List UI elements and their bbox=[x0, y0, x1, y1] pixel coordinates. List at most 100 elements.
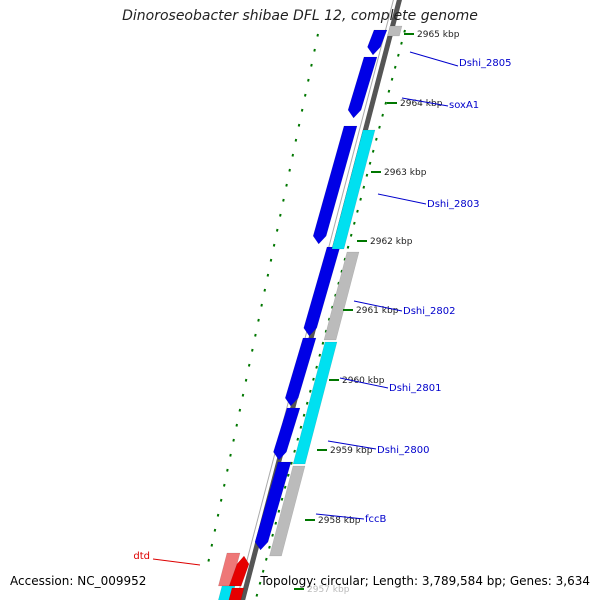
tick-mark bbox=[271, 533, 274, 537]
tick-mark bbox=[387, 89, 391, 93]
tick-mark bbox=[296, 437, 300, 441]
tick-mark bbox=[359, 197, 362, 201]
tick-mark bbox=[324, 329, 328, 333]
tick-mark bbox=[378, 125, 381, 129]
cds-feature bbox=[347, 56, 378, 119]
tick-mark bbox=[274, 521, 278, 525]
gene-label: Dshi_2803 bbox=[427, 199, 479, 210]
ruler-label: 2963 kbp bbox=[384, 168, 427, 178]
tick-mark bbox=[321, 341, 325, 345]
tick-mark bbox=[244, 378, 248, 382]
tick-mark bbox=[381, 113, 384, 117]
gene-leader-line bbox=[353, 300, 403, 312]
cds-feature bbox=[273, 407, 301, 461]
tick-mark bbox=[257, 318, 260, 322]
features bbox=[218, 25, 403, 600]
gene-label: fccB bbox=[365, 514, 387, 525]
tick-mark bbox=[263, 288, 267, 292]
tick-mark bbox=[371, 149, 375, 153]
tick-mark bbox=[226, 468, 229, 472]
tick-mark bbox=[393, 65, 397, 69]
ruler-label: 2958 kbp bbox=[318, 516, 361, 526]
map-title: Dinoroseobacter shibae DFL 12, complete … bbox=[122, 8, 478, 24]
tick-mark bbox=[265, 557, 268, 561]
tick-mark bbox=[313, 48, 316, 52]
tick-mark bbox=[251, 348, 254, 352]
tick-mark bbox=[287, 473, 290, 477]
tick-mark bbox=[232, 438, 235, 442]
tick-mark bbox=[272, 243, 276, 247]
gene-label: Dshi_2805 bbox=[459, 58, 511, 69]
tick-mark bbox=[309, 389, 312, 393]
gene-leader-line bbox=[152, 558, 201, 566]
tick-mark bbox=[254, 333, 257, 337]
tick-mark bbox=[362, 185, 366, 189]
tick-mark bbox=[277, 509, 281, 513]
tick-mark bbox=[390, 77, 394, 81]
tick-mark bbox=[315, 365, 318, 369]
tick-mark bbox=[261, 569, 265, 573]
tick-mark bbox=[397, 53, 400, 57]
tick-mark bbox=[210, 543, 214, 547]
tick-mark bbox=[258, 581, 262, 585]
cds-feature bbox=[254, 461, 292, 551]
tick-mark bbox=[290, 461, 293, 465]
gene-label: soxA1 bbox=[449, 100, 479, 111]
tick-mark bbox=[365, 173, 369, 177]
tick-mark bbox=[216, 513, 220, 517]
feature-block bbox=[269, 465, 306, 557]
tick-marks bbox=[207, 29, 406, 597]
tick-mark bbox=[213, 528, 217, 532]
tick-mark bbox=[353, 221, 356, 225]
tick-mark bbox=[279, 213, 282, 217]
cds-feature bbox=[367, 29, 388, 56]
cds-feature bbox=[228, 587, 245, 600]
gene-leader-line bbox=[377, 193, 427, 205]
tick-mark bbox=[343, 257, 347, 261]
tick-mark bbox=[318, 353, 322, 357]
tick-mark bbox=[294, 138, 298, 142]
tick-mark bbox=[241, 393, 245, 397]
gene-label: dtd bbox=[133, 551, 150, 562]
gene-leader-line bbox=[409, 51, 459, 67]
tick-mark bbox=[255, 593, 259, 597]
gene-leader-line bbox=[327, 440, 377, 450]
tick-mark bbox=[275, 228, 279, 232]
tick-mark bbox=[280, 497, 284, 501]
ruler-label: 2961 kbp bbox=[356, 306, 399, 316]
tick-mark bbox=[303, 93, 307, 97]
tick-mark bbox=[266, 273, 270, 277]
tick-mark bbox=[368, 161, 372, 165]
gene-leader-line bbox=[315, 513, 365, 520]
tick-mark bbox=[291, 153, 295, 157]
tick-mark bbox=[312, 377, 315, 381]
cds-feature bbox=[284, 337, 317, 407]
tick-mark bbox=[207, 558, 210, 562]
gene-label: Dshi_2802 bbox=[403, 306, 455, 317]
ruler-label: 2965 kbp bbox=[417, 30, 460, 40]
tick-mark bbox=[283, 485, 287, 489]
tick-mark bbox=[300, 108, 304, 112]
tick-mark bbox=[299, 425, 303, 429]
tick-mark bbox=[307, 78, 310, 82]
tick-mark bbox=[229, 453, 232, 457]
cds-feature bbox=[228, 555, 250, 587]
tick-mark bbox=[384, 101, 388, 105]
tick-mark bbox=[238, 408, 242, 412]
tick-mark bbox=[331, 305, 334, 309]
tick-mark bbox=[247, 363, 251, 367]
ruler-label: 2959 kbp bbox=[330, 446, 373, 456]
genome-summary: Topology: circular; Length: 3,789,584 bp… bbox=[260, 574, 590, 588]
tick-mark bbox=[356, 209, 359, 213]
tick-mark bbox=[340, 269, 344, 273]
tick-mark bbox=[310, 63, 313, 67]
feature-block bbox=[323, 251, 360, 341]
tick-mark bbox=[285, 183, 288, 187]
ruler-label: 2957 kbp bbox=[307, 585, 350, 595]
tick-mark bbox=[349, 233, 353, 237]
cds-feature bbox=[312, 125, 358, 245]
tick-mark bbox=[316, 33, 319, 37]
tick-mark bbox=[282, 198, 285, 202]
tick-mark bbox=[375, 137, 378, 141]
